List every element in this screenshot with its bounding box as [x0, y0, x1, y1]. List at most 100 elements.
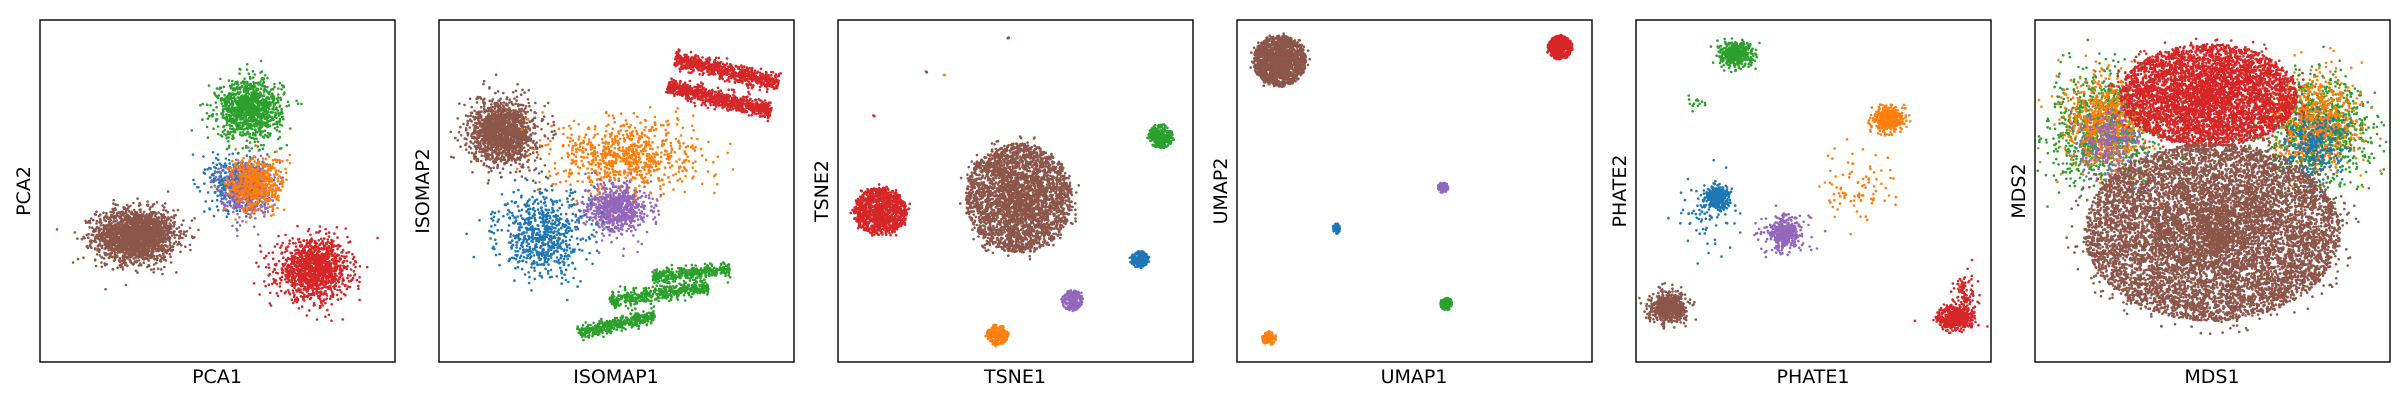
point	[278, 81, 282, 85]
point	[251, 95, 254, 98]
point	[267, 103, 270, 107]
point	[280, 110, 284, 113]
point	[302, 288, 305, 291]
point	[230, 92, 234, 95]
point	[55, 228, 59, 231]
point	[265, 112, 268, 116]
point	[332, 269, 336, 273]
point	[92, 218, 95, 222]
point	[208, 166, 211, 170]
point	[163, 265, 166, 269]
point	[142, 210, 146, 214]
point	[312, 251, 316, 254]
point	[317, 268, 321, 271]
point	[103, 240, 106, 244]
point	[323, 280, 327, 284]
point	[264, 265, 268, 269]
point	[251, 133, 255, 136]
point	[135, 248, 139, 252]
point	[239, 131, 242, 134]
point	[335, 293, 339, 297]
point	[225, 137, 228, 140]
point	[326, 238, 330, 241]
point	[142, 261, 145, 265]
point	[102, 211, 105, 214]
point	[162, 213, 166, 216]
point	[182, 219, 185, 222]
point	[163, 244, 167, 247]
point	[236, 115, 239, 118]
point	[289, 127, 292, 130]
point	[253, 104, 257, 108]
point	[71, 261, 75, 264]
point	[273, 82, 276, 86]
point	[191, 153, 195, 156]
point	[312, 262, 316, 266]
point	[155, 234, 158, 237]
point	[188, 226, 192, 230]
point	[184, 245, 187, 248]
point	[297, 253, 301, 256]
point	[123, 247, 127, 251]
point	[241, 80, 245, 83]
point	[259, 250, 263, 253]
point	[230, 117, 233, 121]
point	[257, 126, 261, 130]
point	[112, 217, 116, 220]
point	[266, 125, 269, 129]
point	[326, 308, 329, 312]
point	[80, 237, 84, 241]
point	[125, 211, 128, 215]
point	[207, 84, 211, 87]
point	[180, 223, 184, 227]
point	[292, 295, 296, 299]
point	[266, 153, 269, 156]
point	[152, 267, 156, 271]
point	[222, 197, 225, 200]
point	[246, 97, 250, 101]
point	[145, 217, 149, 221]
point	[242, 103, 245, 106]
point	[316, 294, 320, 298]
point	[255, 101, 258, 105]
point	[351, 252, 354, 256]
point	[278, 105, 282, 108]
point	[225, 123, 228, 127]
point	[84, 221, 88, 225]
point	[247, 92, 251, 96]
point	[331, 242, 334, 246]
point	[272, 278, 276, 282]
point	[263, 85, 267, 88]
point	[318, 277, 321, 280]
point	[330, 245, 334, 249]
point	[324, 232, 328, 235]
point	[343, 256, 347, 260]
point	[227, 113, 231, 117]
point	[302, 299, 306, 302]
point	[290, 280, 293, 284]
point	[171, 248, 175, 252]
point	[306, 253, 310, 257]
point	[323, 252, 327, 256]
point	[337, 253, 341, 257]
point	[263, 117, 266, 120]
point	[323, 237, 326, 240]
point	[319, 293, 322, 297]
point	[94, 240, 98, 244]
point	[248, 141, 252, 144]
point	[227, 140, 230, 143]
point	[282, 256, 285, 260]
point	[91, 226, 94, 229]
point	[271, 107, 274, 111]
point	[251, 136, 255, 140]
point	[288, 292, 292, 296]
point	[238, 72, 241, 75]
point	[134, 221, 138, 224]
point	[119, 210, 123, 214]
point	[221, 98, 225, 102]
point	[190, 219, 194, 222]
point	[323, 285, 327, 289]
point	[150, 229, 154, 233]
point	[255, 87, 259, 91]
point	[312, 247, 315, 251]
